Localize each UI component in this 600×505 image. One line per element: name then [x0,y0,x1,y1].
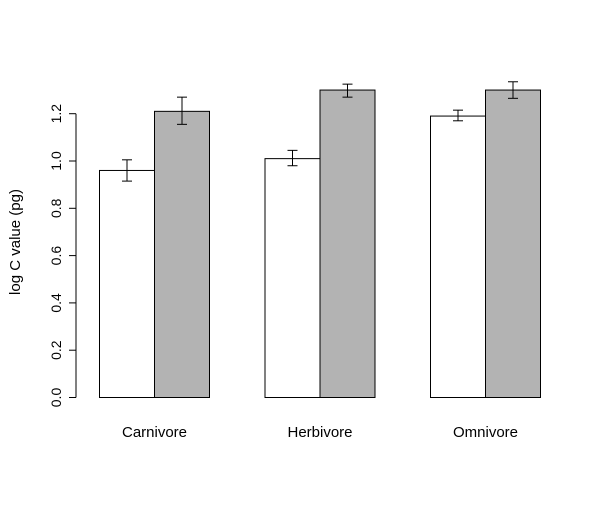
bar-omnivore-2 [485,89,541,399]
x-axis-labels: Carnivore Herbivore Omnivore [122,424,518,441]
y-tick-label: 0.8 [48,198,64,218]
error-bar [177,96,187,125]
error-bar [122,159,132,182]
y-axis: 0.0 0.2 0.4 0.6 0.8 1.0 1.2 [48,104,77,408]
bar-omnivore-1 [430,115,486,398]
bar-carnivore-1 [99,169,155,398]
bar-herbivore-1 [264,158,321,398]
error-bar [287,149,298,167]
error-bar [453,109,463,122]
y-tick-label: 0.0 [48,388,64,408]
error-bars [122,81,518,182]
bar-carnivore-2 [154,110,210,399]
y-axis-label: log C value (pg) [7,189,24,295]
x-tick-label: Herbivore [287,424,352,441]
y-tick-label: 0.2 [48,340,64,360]
y-tick-label: 0.6 [48,246,64,266]
y-tick-label: 1.2 [48,104,64,124]
bars [99,89,541,399]
error-bar [342,83,353,98]
y-tick-label: 0.4 [48,293,64,313]
error-bar [508,81,518,99]
y-tick-label: 1.0 [48,151,64,171]
bar-herbivore-2 [319,89,376,399]
x-tick-label: Carnivore [122,424,187,441]
x-tick-label: Omnivore [453,424,518,441]
